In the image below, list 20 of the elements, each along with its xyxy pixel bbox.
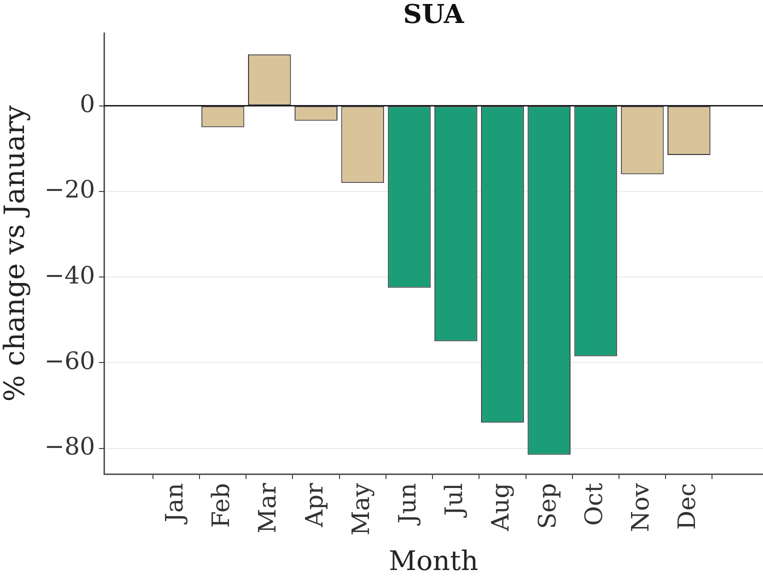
- x-tick-label: Nov: [626, 482, 655, 532]
- chart-title: SUA: [403, 0, 465, 30]
- y-tick-label: −60: [44, 346, 95, 375]
- y-axis-title: % change vs January: [0, 105, 32, 402]
- x-tick-label: May: [346, 482, 375, 536]
- y-tick-label: 0: [80, 90, 95, 118]
- x-axis-title: Month: [388, 546, 478, 577]
- x-tick-label: Feb: [207, 483, 236, 528]
- x-tick-label: Jun: [393, 483, 422, 527]
- x-tick-label: Apr: [300, 482, 328, 528]
- x-tick-label: Dec: [673, 483, 702, 530]
- x-tick-label: Jul: [440, 483, 468, 519]
- x-tick-label: Oct: [580, 482, 608, 526]
- y-tick-label: −20: [44, 176, 95, 204]
- x-tick-label: Aug: [486, 483, 515, 532]
- x-tick-label: Jan: [160, 483, 188, 526]
- x-tick-label: Mar: [254, 482, 282, 534]
- y-tick-label: −80: [44, 432, 95, 461]
- x-tick-label: Sep: [533, 483, 562, 530]
- y-tick-label: −40: [44, 261, 95, 290]
